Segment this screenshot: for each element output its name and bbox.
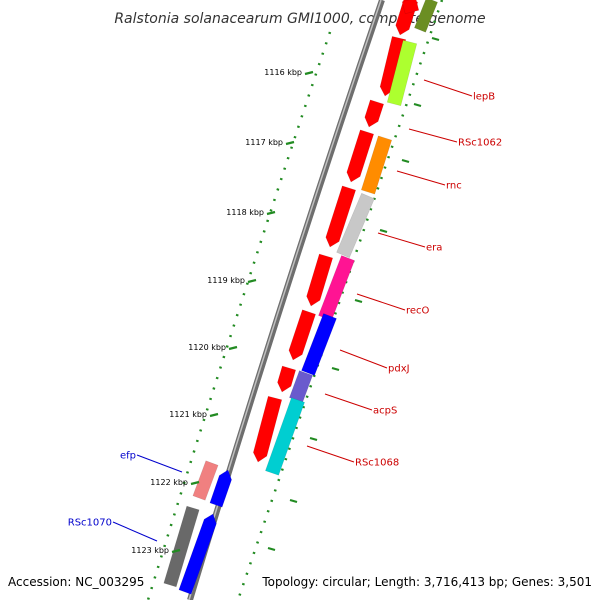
genome-summary-text: Topology: circular; Length: 3,716,413 bp… (261, 575, 592, 589)
leader-line (396, 170, 446, 186)
tick-mark (171, 548, 181, 554)
inner-scale-circle (236, 0, 444, 600)
map-title: Ralstonia solanacearum GMI1000, complete… (114, 11, 485, 27)
inner-tick-mark (413, 102, 422, 108)
gene-label-era: era (426, 243, 442, 254)
cds-track (252, 0, 419, 463)
gene-block-rsc1062 (401, 0, 420, 15)
genome-backbone-highlight (188, 0, 382, 600)
leader-line (136, 454, 183, 473)
gene-label-reco: recO (406, 306, 430, 317)
tick-label: 1118 kbp (226, 208, 264, 217)
tick-mark (285, 140, 295, 146)
leader-line (306, 445, 355, 463)
tick-label: 1117 kbp (245, 138, 283, 147)
cds-arrow-3 (364, 99, 385, 128)
inner-tick-mark (401, 158, 410, 164)
cds-arrow-8 (277, 365, 297, 393)
gene-label-lepb: lepB (473, 92, 495, 103)
gene-block-rsc1068 (265, 397, 305, 476)
cds-arrow-7 (288, 309, 316, 361)
cds-arrow-6 (306, 253, 334, 307)
leader-line (356, 293, 406, 311)
tick-mark (266, 210, 276, 216)
tick-mark (209, 412, 219, 418)
tick-mark (304, 70, 314, 76)
cds-arrow-5 (325, 185, 357, 248)
leader-line (112, 521, 158, 542)
cds-arrow-4 (346, 129, 375, 183)
gene-label-acps: acpS (373, 406, 397, 417)
inner-tick-mark (267, 546, 276, 552)
inner-tick-mark (331, 366, 340, 372)
leader-line (377, 232, 426, 248)
inner-tick-mark (379, 228, 388, 234)
gene-block-era (336, 192, 375, 259)
tick-label: 1120 kbp (188, 343, 226, 352)
tick-mark (247, 278, 257, 284)
leader-line (339, 349, 388, 369)
gene-label-rnc: rnc (446, 181, 462, 192)
accession-text: Accession: NC_003295 (8, 575, 144, 589)
tick-label: 1122 kbp (150, 478, 188, 487)
gene-block-rnc (360, 135, 393, 195)
gene-block-pdxj (301, 313, 337, 376)
label-layer: lepB RSc1062 rnc era recO pdxJ acpS RSc1068 efp R… (68, 79, 502, 542)
tick-label: 1116 kbp (264, 68, 302, 77)
tick-label: 1121 kbp (169, 410, 207, 419)
tick-mark (228, 345, 238, 351)
gene-label-rsc1068: RSc1068 (355, 458, 399, 469)
reverse-arrow-upper (209, 469, 232, 508)
leader-line (408, 128, 458, 143)
inner-tick-mark (289, 498, 298, 504)
gene-label-efp: efp (120, 451, 136, 462)
gene-block-lepb (386, 39, 418, 107)
gene-track (163, 0, 438, 595)
tick-mark (190, 480, 200, 486)
cds-arrow-9 (252, 395, 283, 463)
tick-label: 1123 kbp (131, 546, 169, 555)
gene-block-rsc1070 (163, 505, 200, 588)
gene-block-efp (192, 460, 219, 501)
gene-block-upstream (414, 0, 438, 33)
cds-arrow-2 (379, 36, 407, 97)
tick-label: 1119 kbp (207, 276, 245, 285)
inner-tick-mark (431, 36, 440, 42)
reverse-arrow-lower (178, 513, 217, 595)
gene-label-rsc1070: RSc1070 (68, 518, 112, 529)
gene-label-rsc1062: RSc1062 (458, 138, 502, 149)
genome-backbone (187, 0, 385, 600)
leader-line (324, 393, 373, 411)
leader-line (423, 79, 473, 97)
gene-label-pdxj: pdxJ (388, 364, 410, 375)
inner-tick-mark (309, 436, 318, 442)
tick-track: 1116 kbp 1117 kbp 1118 kbp 1119 kbp 1120 kbp… (131, 36, 440, 555)
inner-tick-mark (354, 298, 363, 304)
